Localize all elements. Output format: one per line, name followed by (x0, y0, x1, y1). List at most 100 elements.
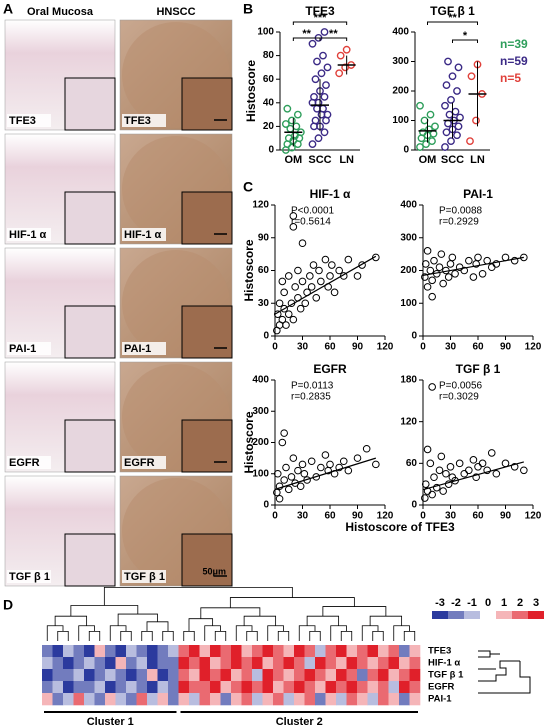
point (284, 485, 293, 494)
point (321, 451, 330, 459)
inset (64, 533, 116, 587)
heatmap-cell (168, 693, 179, 706)
label-background (122, 342, 166, 355)
scale-bar-label: 50μm (202, 566, 226, 576)
point (372, 460, 380, 469)
heatmap-cell (262, 681, 274, 694)
row-label: EGFR (124, 457, 155, 469)
point (465, 256, 473, 265)
heatmap-cell (147, 681, 158, 694)
y-tick-label: 100 (392, 115, 409, 126)
y-axis-label: Histoscore (242, 411, 256, 473)
dendrogram-branch (204, 625, 221, 641)
heatmap-cell (220, 657, 232, 670)
point (441, 101, 449, 110)
label-background (7, 570, 51, 583)
heatmap-cell (283, 681, 295, 694)
dendrogram-branch (298, 625, 316, 641)
dendrogram-branch (183, 631, 195, 641)
heatmap-cell (304, 657, 316, 670)
point (453, 87, 461, 95)
point (296, 304, 305, 313)
x-tick-label: LN (339, 154, 354, 166)
heatmap-cell (273, 669, 284, 682)
point (353, 272, 362, 280)
point (474, 463, 482, 471)
heatmap-cell (136, 693, 148, 706)
x-tick-label: 120 (525, 511, 542, 522)
heatmap-cell (220, 645, 232, 658)
heatmap-cell (241, 657, 253, 670)
row-label: TGF β 1 (9, 571, 50, 583)
heatmap-cell (136, 657, 148, 670)
dendrogram-branch (361, 625, 379, 641)
heatmap-cell (325, 645, 337, 658)
label-background (7, 228, 51, 241)
dendrogram-branch (340, 631, 353, 641)
heatmap-cell (115, 645, 127, 658)
heatmap-cell (283, 645, 295, 658)
heatmap-cell (199, 681, 211, 694)
y-tick-label: 400 (400, 200, 417, 211)
heatmap-cell (231, 645, 242, 658)
dendrogram-branch (372, 631, 384, 641)
point (416, 143, 424, 151)
significance-label: ** (302, 28, 311, 40)
heatmap-cell (115, 669, 127, 682)
y-tick-label: 0 (263, 500, 269, 511)
y-tick-label: 120 (400, 416, 417, 427)
heatmap-cell (388, 693, 400, 706)
x-tick-label: 90 (352, 511, 364, 522)
heatmap-cell (262, 645, 274, 658)
heatmap-cell (357, 693, 368, 706)
point (510, 256, 519, 265)
colorbar-label: 3 (533, 597, 539, 609)
row-label: TFE3 (428, 646, 451, 657)
row-label: PAI-1 (124, 343, 151, 355)
colorbar-label: -3 (435, 597, 445, 609)
heatmap-cell (42, 693, 53, 706)
point (441, 143, 449, 151)
chart-title: TGF β 1 (430, 4, 475, 18)
point (291, 283, 299, 291)
heatmap-cell (52, 693, 64, 706)
point (280, 288, 288, 297)
heatmap-cell (315, 657, 326, 670)
point (428, 490, 436, 499)
heatmap-cell (199, 693, 211, 706)
x-tick-label: 0 (420, 342, 426, 353)
heatmap-cell (220, 693, 232, 706)
y-tick-label: 180 (400, 375, 417, 386)
panel-label: D (3, 597, 13, 613)
y-tick-label: 60 (406, 458, 418, 469)
dendrogram-branch (277, 631, 290, 641)
heatmap-cell (115, 681, 127, 694)
dendrogram-branch (330, 625, 347, 641)
point (428, 137, 436, 146)
heatmap-cell (210, 681, 221, 694)
legend-label: n=5 (500, 71, 521, 85)
row-label: HIF-1 α (124, 229, 162, 241)
point (420, 116, 429, 125)
heatmap-cell (346, 681, 358, 694)
heatmap-cell (367, 693, 379, 706)
x-tick-label: 30 (445, 342, 457, 353)
dendrogram-branch (243, 615, 277, 626)
heatmap-cell (262, 693, 274, 706)
colorbar-swatch (448, 611, 464, 619)
point (448, 72, 457, 81)
colorbar-swatch (496, 611, 512, 619)
point (291, 479, 299, 487)
point (289, 315, 298, 324)
dendrogram-branch (309, 631, 321, 641)
point (447, 137, 455, 146)
heatmap-cell (126, 693, 137, 706)
point (298, 460, 307, 469)
heatmap-cell (304, 645, 316, 658)
inset (181, 77, 233, 131)
point (448, 253, 457, 262)
heatmap-cell (346, 657, 358, 670)
heatmap-cell (367, 657, 379, 670)
point (520, 466, 528, 475)
point (455, 459, 464, 468)
